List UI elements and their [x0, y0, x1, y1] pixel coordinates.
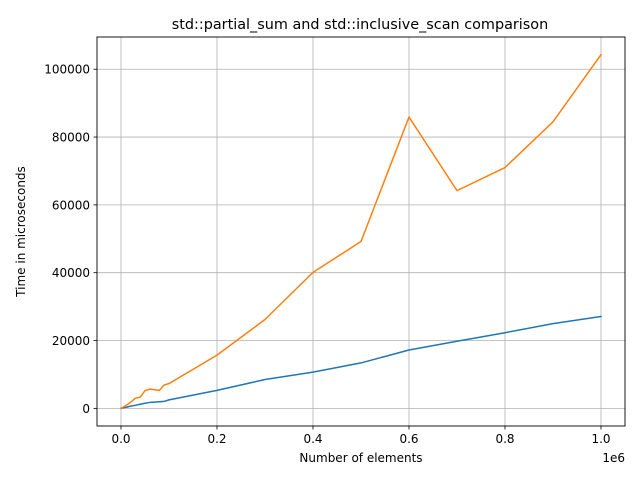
- x-tick-label: 0.6: [399, 432, 418, 446]
- x-axis-offset-label: 1e6: [602, 451, 625, 465]
- y-tick-label: 100000: [44, 63, 90, 77]
- x-axis-label: Number of elements: [299, 451, 422, 465]
- series-line-1: [120, 315, 602, 410]
- plot-area-frame: [96, 36, 626, 427]
- series-lines: [119, 53, 603, 410]
- x-tick-label: 0.2: [207, 432, 226, 446]
- y-axis-label: Time in microseconds: [14, 166, 28, 298]
- y-tick-label: 20000: [52, 334, 90, 348]
- y-tick-label: 80000: [52, 131, 90, 145]
- x-tick-label: 0.8: [495, 432, 514, 446]
- x-tick-label: 1.0: [591, 432, 610, 446]
- chart-title: std::partial_sum and std::inclusive_scan…: [172, 17, 548, 33]
- axis-ticks: 0.0 0.2 0.4 0.6 0.8 1.0 0 20000 40000 60000 80000 1…: [44, 63, 610, 446]
- x-tick-label: 0.0: [111, 432, 130, 446]
- y-tick-label: 60000: [52, 198, 90, 212]
- y-tick-label: 40000: [52, 266, 90, 280]
- series-line-2: [119, 53, 603, 410]
- y-tick-label: 0: [82, 402, 90, 416]
- x-tick-label: 0.4: [303, 432, 322, 446]
